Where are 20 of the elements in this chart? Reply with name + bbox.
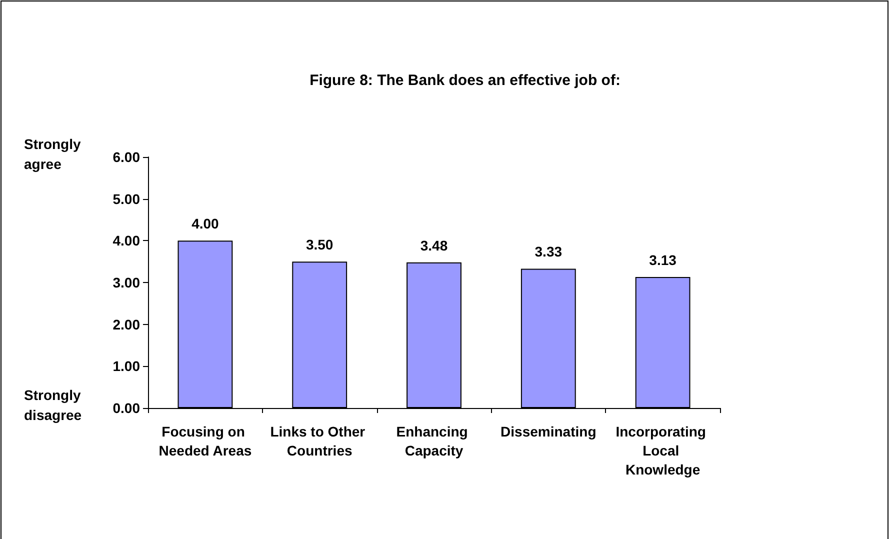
x-tick-label: Links to Other Countries [270,424,369,458]
y-tick-label: 5.00 [112,190,140,207]
y-tick-label: 2.00 [112,316,140,332]
text: Strongly disagree [24,387,85,423]
data-label: 3.33 [534,244,562,260]
text: Strongly agree [24,136,85,172]
y-tick-label: 6.00 [112,149,140,165]
x-tick-label: Disseminating [500,424,596,440]
data-label: 3.48 [420,237,448,254]
data-label: 3.13 [649,252,677,268]
y-tick-label: 3.00 [112,274,140,290]
x-tick-label: Enhancing Capacity [396,424,472,458]
data-label: 3.50 [306,236,334,253]
x-tick-label: Incorporating Local Knowledge [616,424,710,478]
x-tick-label: Focusing on Needed Areas [158,424,252,458]
y-tick-label: 0.00 [112,400,140,416]
chart-title: Figure 8: The Bank does an effective job of: [310,72,620,89]
y-tick-label: 4.00 [112,232,140,249]
y-tick-label: 1.00 [112,358,140,374]
data-label: 4.00 [192,216,220,232]
